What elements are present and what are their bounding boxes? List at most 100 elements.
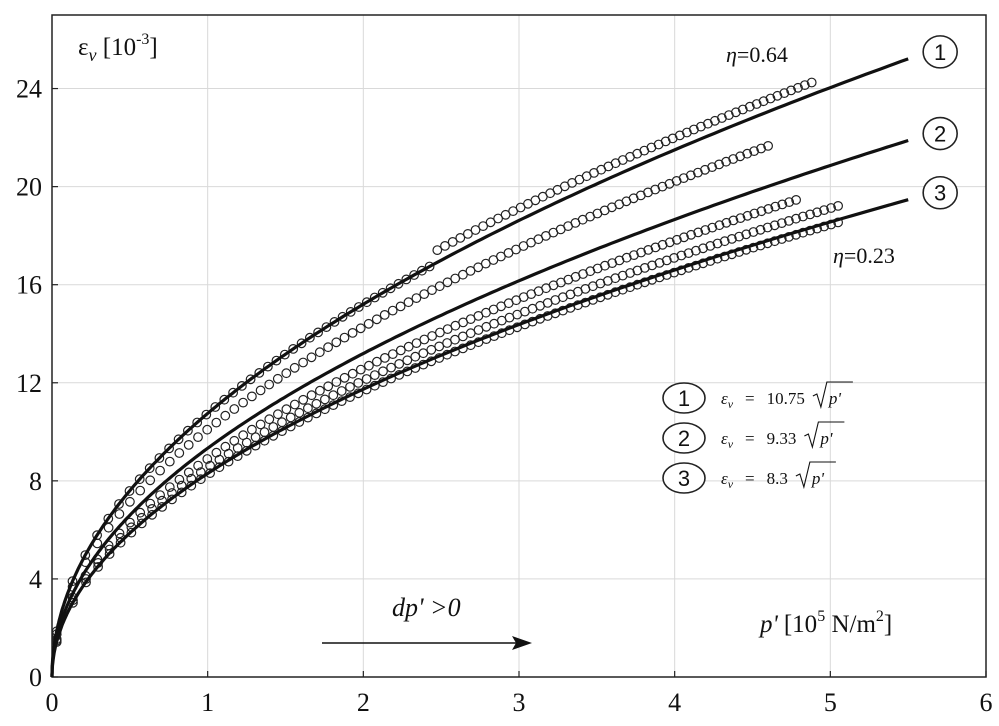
observed-point xyxy=(155,490,166,501)
observed-point xyxy=(685,170,696,181)
observed-point xyxy=(654,258,665,268)
observed-point xyxy=(124,486,135,496)
observed-point xyxy=(819,205,829,216)
observed-point xyxy=(378,366,388,377)
observed-point xyxy=(331,377,342,387)
observed-point xyxy=(306,352,317,363)
observed-point xyxy=(321,322,332,333)
legend-sqrt-arg: p' xyxy=(819,429,833,448)
observed-point xyxy=(202,424,213,435)
direction-annotation: dp' >0 xyxy=(392,593,461,622)
observed-point xyxy=(721,156,731,167)
observed-point xyxy=(303,403,313,414)
observed-point xyxy=(311,398,322,409)
observed-point xyxy=(395,345,406,356)
observed-point xyxy=(296,338,307,349)
observed-point xyxy=(353,302,364,312)
observed-point xyxy=(264,379,275,390)
legend-item-3: 3 εv = 8.3 p' xyxy=(662,461,836,494)
observed-point xyxy=(756,143,766,154)
observed-point xyxy=(485,217,496,228)
observed-point xyxy=(155,465,166,476)
y-tick-label: 8 xyxy=(29,467,42,496)
observed-point xyxy=(748,227,759,237)
observed-point xyxy=(154,453,165,463)
observed-point xyxy=(285,412,296,423)
observed-point xyxy=(765,93,776,104)
observed-point xyxy=(442,277,453,288)
y-tick-label: 16 xyxy=(16,271,42,300)
observed-point xyxy=(424,261,435,272)
legend-badge-circle xyxy=(662,422,706,454)
observed-point xyxy=(277,417,287,428)
observed-point xyxy=(345,307,356,317)
observed-point xyxy=(465,266,476,276)
observed-point xyxy=(294,407,305,418)
observed-point xyxy=(214,454,225,465)
observed-point xyxy=(157,502,168,512)
observed-point xyxy=(288,344,299,354)
observed-point xyxy=(369,370,380,381)
observed-point xyxy=(432,245,443,256)
observed-point xyxy=(741,229,752,240)
observed-point xyxy=(305,332,315,343)
observed-point xyxy=(361,374,372,384)
model-curve-2 xyxy=(50,138,909,677)
observed-point xyxy=(268,422,279,432)
observed-point xyxy=(762,222,773,233)
legend-equation: εv = 8.3 xyxy=(721,469,788,491)
observed-point xyxy=(331,337,342,348)
observed-point xyxy=(241,437,252,448)
x-tick-label: 1 xyxy=(201,688,214,717)
observed-point xyxy=(833,200,843,211)
observed-point xyxy=(372,356,382,367)
observed-point xyxy=(385,283,396,294)
observed-point xyxy=(387,349,398,360)
observed-point xyxy=(749,146,759,157)
observed-point xyxy=(263,361,273,372)
observed-point xyxy=(145,475,156,486)
observed-point xyxy=(103,522,114,533)
observed-point xyxy=(625,268,635,278)
direction-arrow xyxy=(322,636,532,650)
badge-number: 1 xyxy=(934,40,946,65)
observed-point xyxy=(742,148,753,159)
observed-point xyxy=(273,409,283,420)
observed-point xyxy=(769,220,780,231)
x-axis-ticks: 0 1 2 3 4 5 6 xyxy=(46,671,993,717)
observed-point xyxy=(379,310,390,320)
x-tick-label: 5 xyxy=(824,688,837,717)
observed-point xyxy=(104,549,115,559)
observed-point xyxy=(281,368,292,379)
observed-point xyxy=(411,293,422,304)
observed-point xyxy=(731,107,741,118)
observed-point xyxy=(361,297,372,308)
y-tick-label: 12 xyxy=(16,369,42,398)
observed-point xyxy=(419,334,430,345)
observed-point xyxy=(776,218,787,229)
legend-badge-circle xyxy=(662,382,706,414)
observed-point xyxy=(758,96,769,107)
observed-point xyxy=(763,140,773,151)
legend: 1 εv = 10.75 p' 2 εv = 9.33 p' 3 εv = 8.3 p' xyxy=(662,381,853,494)
observed-point xyxy=(786,85,796,96)
observed-point xyxy=(80,550,91,560)
observed-point xyxy=(755,224,766,235)
eta-bottom-annotation: η=0.23 xyxy=(833,243,895,268)
observed-point xyxy=(672,234,682,245)
observed-point xyxy=(255,385,266,396)
observed-point xyxy=(419,289,430,300)
observed-point xyxy=(470,225,481,235)
x-axis-label: p' [105 N/m2] xyxy=(758,608,892,638)
observed-point xyxy=(229,404,240,414)
observed-point xyxy=(393,278,404,289)
observed-point xyxy=(798,211,808,222)
observed-point xyxy=(145,498,156,509)
observed-point xyxy=(174,448,185,458)
observed-point xyxy=(728,154,739,164)
observed-point xyxy=(136,518,147,529)
observed-point xyxy=(686,229,696,240)
observed-point xyxy=(134,474,145,485)
observed-point xyxy=(636,247,646,258)
observed-point xyxy=(298,357,309,368)
